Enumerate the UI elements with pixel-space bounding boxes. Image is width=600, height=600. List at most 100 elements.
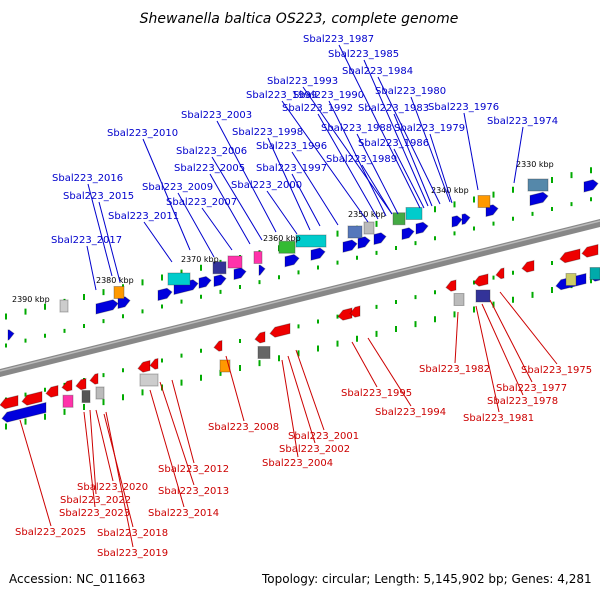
leader-line xyxy=(95,409,114,482)
reverse-gene-arrow xyxy=(559,248,581,264)
gene-labels: Sbal223_1987 Sbal223_1985 Sbal223_1984 Sbal… xyxy=(15,34,592,559)
leader-line xyxy=(410,96,451,203)
forward-gene-arrow xyxy=(485,204,499,218)
feature-box xyxy=(475,289,491,303)
leader-line xyxy=(225,355,245,422)
leader-line xyxy=(363,59,429,207)
leader-line xyxy=(159,381,195,486)
reverse-gene-arrow xyxy=(521,259,535,273)
gene-label: Sbal223_2003 xyxy=(181,110,252,121)
leader-line xyxy=(513,126,524,184)
leader-line xyxy=(103,413,134,528)
gene-label: Sbal223_1980 xyxy=(375,86,446,97)
leader-line xyxy=(142,138,191,251)
feature-box xyxy=(278,240,296,254)
leader-line xyxy=(171,379,195,464)
gene-label: Sbal223_1982 xyxy=(419,364,490,375)
gene-label: Sbal223_2010 xyxy=(107,128,178,139)
feature-box xyxy=(113,286,125,299)
gene-label: Sbal223_1981 xyxy=(463,413,534,424)
reverse-gene-arrow xyxy=(495,267,505,280)
gene-label: Sbal223_2025 xyxy=(15,527,86,538)
feature-box xyxy=(363,221,375,235)
feature-box xyxy=(257,346,271,359)
leader-line xyxy=(89,409,97,495)
reverse-gene-arrow xyxy=(137,359,151,373)
gene-label: Sbal223_2015 xyxy=(63,191,134,202)
forward-gene-arrow xyxy=(7,329,15,341)
feature-box xyxy=(167,272,191,286)
leader-line xyxy=(149,389,185,508)
reverse-gene-arrow xyxy=(581,243,599,258)
gene-label: Sbal223_1993 xyxy=(267,76,338,87)
feature-box xyxy=(59,299,69,313)
forward-gene-arrow xyxy=(461,213,471,226)
leader-line xyxy=(177,192,215,258)
gene-label: Sbal223_1984 xyxy=(342,66,413,77)
leader-lines xyxy=(19,44,558,548)
gene-label: Sbal223_2006 xyxy=(176,146,247,157)
leader-line xyxy=(266,190,298,235)
scale-label: 2380 kbp xyxy=(96,276,134,285)
feature-box xyxy=(392,212,406,226)
feature-box xyxy=(453,293,465,306)
scale-label: 2330 kbp xyxy=(516,160,554,169)
map-title: Shewanella baltica OS223, complete genom… xyxy=(140,11,459,27)
leader-line xyxy=(209,173,251,245)
feature-box xyxy=(227,255,243,269)
leader-line xyxy=(361,164,393,215)
leader-line xyxy=(454,311,459,364)
topology-text: Topology: circular; Length: 5,145,902 bp… xyxy=(262,572,592,586)
leader-line xyxy=(143,221,173,263)
forward-gene-arrow xyxy=(213,274,227,288)
forward-gene-arrow xyxy=(357,236,371,250)
feature-box xyxy=(589,267,600,280)
leader-line xyxy=(281,100,369,223)
forward-gene-arrow xyxy=(583,179,599,193)
scale-label: 2340 kbp xyxy=(431,186,469,195)
forward-gene-arrow xyxy=(415,221,429,235)
forward-gene-arrow xyxy=(198,275,212,289)
gene-label: Sbal223_1976 xyxy=(428,102,499,113)
forward-gene-arrow xyxy=(451,215,463,228)
feature-box xyxy=(62,394,74,408)
leader-line xyxy=(481,303,524,396)
feature-box xyxy=(527,178,549,192)
scale-label: 2350 kbp xyxy=(348,210,386,219)
leader-line xyxy=(475,305,500,413)
leader-line xyxy=(302,86,393,215)
forward-gene-arrow xyxy=(401,227,415,241)
leader-line xyxy=(291,173,321,227)
gene-label: Sbal223_2008 xyxy=(208,422,279,433)
gene-label: Sbal223_2000 xyxy=(231,180,302,191)
gene-label: Sbal223_1974 xyxy=(487,116,558,127)
leader-line xyxy=(393,113,433,207)
gene-label: Sbal223_2014 xyxy=(148,508,219,519)
gene-label: Sbal223_2011 xyxy=(108,211,179,222)
leader-line xyxy=(356,133,399,215)
reverse-gene-arrow xyxy=(45,384,59,398)
scale-label: 2360 kbp xyxy=(263,234,301,243)
reverse-gene-arrow xyxy=(337,307,353,321)
gene-label: Sbal223_1997 xyxy=(256,163,327,174)
forward-gene-arrow xyxy=(95,299,119,315)
gene-label: Sbal223_1979 xyxy=(394,123,465,134)
gene-label: Sbal223_2017 xyxy=(51,235,122,246)
gene-label: Sbal223_1994 xyxy=(375,407,446,418)
gene-label: Sbal223_2018 xyxy=(97,528,168,539)
reverse-gene-arrow xyxy=(89,372,99,385)
reverse-strand-gene xyxy=(1,401,47,423)
leader-line xyxy=(83,411,96,508)
leader-line xyxy=(377,76,441,205)
gene-label: Sbal223_1977 xyxy=(496,383,567,394)
leader-line xyxy=(393,148,425,209)
forward-gene-arrow xyxy=(258,264,266,276)
gene-label: Sbal223_1990 xyxy=(293,90,364,101)
leader-line xyxy=(201,207,233,251)
gene-label: Sbal223_1987 xyxy=(303,34,374,45)
feature-box xyxy=(219,359,231,373)
scale-label: 2370 kbp xyxy=(181,255,219,264)
leader-line xyxy=(463,112,479,191)
leader-line xyxy=(328,100,387,217)
